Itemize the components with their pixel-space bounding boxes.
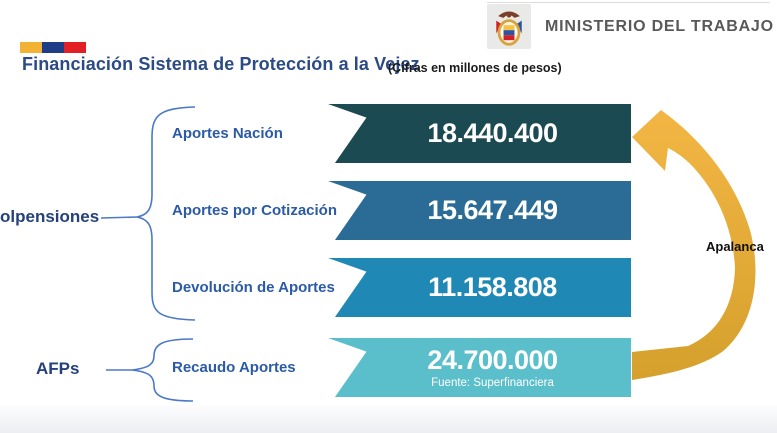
banner-value: 24.700.000 — [427, 345, 558, 376]
bottom-strip — [0, 405, 777, 433]
colombia-flag-strip — [20, 42, 86, 53]
banner-value: 15.647.449 — [427, 195, 558, 226]
banner-row-aportes-cotizacion: Aportes por Cotización 15.647.449 — [0, 181, 777, 240]
banner-label: Recaudo Aportes — [172, 359, 296, 376]
group-label-afps: AFPs — [36, 359, 80, 378]
banner-label: Aportes por Cotización — [172, 202, 338, 219]
source-note: Fuente: Superfinanciera — [431, 376, 554, 389]
banner-row-recaudo-aportes: Recaudo Aportes 24.700.000 Fuente: Super… — [0, 338, 777, 397]
header-divider — [487, 2, 770, 3]
banner-label: Devolución de Aportes — [172, 279, 335, 296]
ministry-name: MINISTERIO DEL TRABAJO — [545, 17, 774, 35]
flag-yellow-segment — [20, 42, 42, 53]
page-title: Financiación Sistema de Protección a la … — [22, 54, 420, 74]
banner-label: Aportes Nación — [172, 125, 283, 142]
apalanca-label: Apalanca — [706, 239, 764, 254]
flag-blue-segment — [42, 42, 64, 53]
banner-shape: 11.158.808 — [328, 258, 631, 317]
banner-row-aportes-nacion: Aportes Nación 18.440.400 — [0, 104, 777, 163]
ministry-header: MINISTERIO DEL TRABAJO — [487, 4, 774, 49]
units-note: (Cifras en millones de pesos) — [388, 61, 562, 75]
group-label-colpensiones: olpensiones — [0, 207, 100, 226]
flag-red-segment — [64, 42, 86, 53]
banner-value: 18.440.400 — [427, 118, 558, 149]
banner-shape: 15.647.449 — [328, 181, 631, 240]
banner-value: 11.158.808 — [428, 272, 557, 303]
banner-row-devolucion-aportes: Devolución de Aportes 11.158.808 — [0, 258, 777, 317]
banner-shape: 18.440.400 — [328, 104, 631, 163]
banner-shape: 24.700.000 Fuente: Superfinanciera — [328, 338, 631, 397]
colombia-coat-of-arms-icon — [487, 4, 531, 49]
